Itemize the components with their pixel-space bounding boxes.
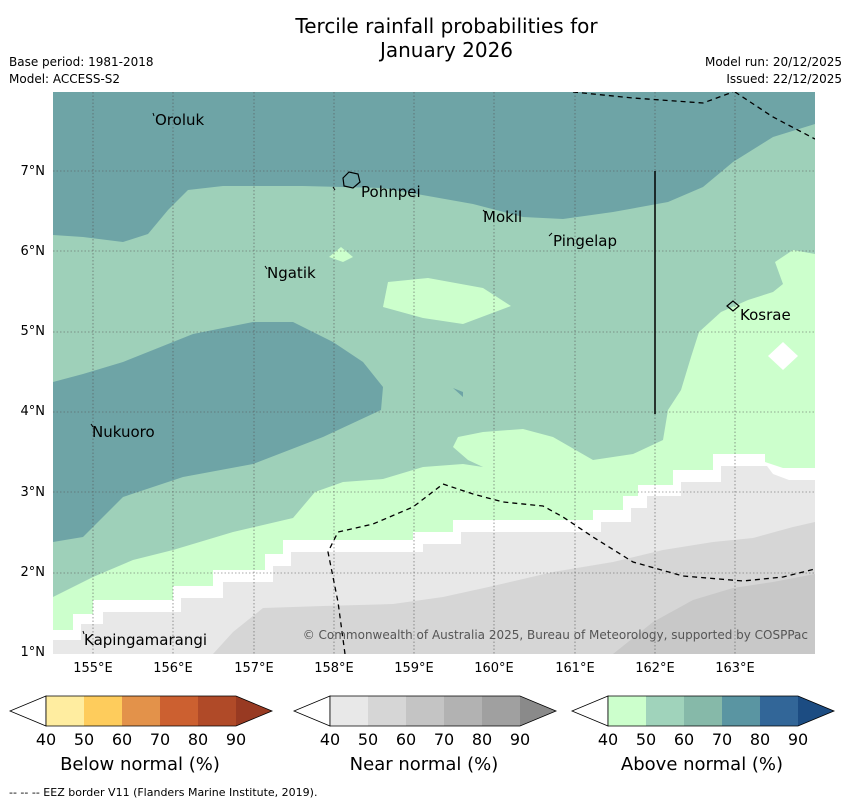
below-tick: 70 bbox=[149, 730, 171, 749]
place-mokil: Mokil bbox=[483, 208, 523, 226]
above-swatch-80 bbox=[722, 696, 760, 726]
lon-label-158e: 158°E bbox=[314, 661, 354, 676]
lat-label-7n: 7°N bbox=[20, 164, 46, 179]
meta-left: Base period: 1981-2018 Model: ACCESS-S2 bbox=[9, 54, 154, 88]
near-60-region bbox=[613, 574, 815, 654]
above-swatch-90 bbox=[760, 696, 798, 726]
title-line-2: January 2026 bbox=[379, 38, 514, 62]
place-kosrae: Kosrae bbox=[740, 306, 791, 324]
title-line-1: Tercile rainfall probabilities for bbox=[295, 14, 598, 38]
lat-label-5n: 5°N bbox=[20, 324, 46, 339]
near-swatch-60 bbox=[368, 696, 406, 726]
near-swatch-70 bbox=[406, 696, 444, 726]
below-normal-title: Below normal (%) bbox=[60, 754, 220, 775]
place-nukuoro: Nukuoro bbox=[92, 423, 155, 441]
map-canvas[interactable] bbox=[53, 92, 815, 654]
place-kapingamarangi: Kapingamarangi bbox=[84, 631, 208, 649]
lat-label-4n: 4°N bbox=[20, 404, 46, 419]
below-swatch-60 bbox=[84, 696, 122, 726]
model-run: Model run: 20/12/2025 bbox=[704, 55, 842, 69]
lon-label-157e: 157°E bbox=[234, 661, 274, 676]
below-swatch-50 bbox=[46, 696, 84, 726]
place-ngatik: Ngatik bbox=[267, 264, 316, 282]
lon-label-162e: 162°E bbox=[635, 661, 675, 676]
lon-label-163e: 163°E bbox=[715, 661, 755, 676]
eez-border bbox=[327, 92, 815, 654]
below-tick: 60 bbox=[111, 730, 133, 749]
undefined-cell bbox=[768, 342, 798, 370]
lon-label-155e: 155°E bbox=[73, 661, 113, 676]
model-name: Model: ACCESS-S2 bbox=[9, 72, 121, 86]
near-swatch-over bbox=[520, 696, 556, 726]
below-tick: 40 bbox=[35, 730, 57, 749]
lon-label-159e: 159°E bbox=[394, 661, 434, 676]
near-tick: 90 bbox=[509, 730, 531, 749]
below-tick: 50 bbox=[73, 730, 95, 749]
colorbar-near bbox=[292, 695, 558, 727]
above-tick: 90 bbox=[787, 730, 809, 749]
above-swatch-50 bbox=[608, 696, 646, 726]
near-swatch-50 bbox=[330, 696, 368, 726]
lat-label-6n: 6°N bbox=[20, 244, 46, 259]
meta-right: Model run: 20/12/2025 Issued: 22/12/2025 bbox=[705, 54, 842, 88]
map-title: Tercile rainfall probabilities for Janua… bbox=[0, 14, 850, 62]
place-pohnpei: Pohnpei bbox=[361, 183, 421, 201]
below-swatch-90 bbox=[198, 696, 236, 726]
pohnpei-islet bbox=[332, 186, 336, 191]
near-swatch-80 bbox=[444, 696, 482, 726]
above-60-dot bbox=[453, 388, 463, 397]
below-swatch-80 bbox=[160, 696, 198, 726]
near-swatch-90 bbox=[482, 696, 520, 726]
above-swatch-60 bbox=[646, 696, 684, 726]
above-tick: 60 bbox=[673, 730, 695, 749]
above-tick: 70 bbox=[711, 730, 733, 749]
above-40-patch bbox=[383, 278, 511, 324]
eez-legend-note: -- -- -- EEZ border V11 (Flanders Marine… bbox=[9, 786, 318, 799]
below-tick: 90 bbox=[225, 730, 247, 749]
below-tick: 80 bbox=[187, 730, 209, 749]
above-40-patch-small bbox=[329, 247, 353, 262]
lat-label-3n: 3°N bbox=[20, 485, 46, 500]
above-swatch-70 bbox=[684, 696, 722, 726]
above-normal-title: Above normal (%) bbox=[620, 754, 784, 775]
below-swatch-over bbox=[236, 696, 272, 726]
near-tick: 70 bbox=[433, 730, 455, 749]
colorbar-above bbox=[570, 695, 836, 727]
copyright-notice: © Commonwealth of Australia 2025, Bureau… bbox=[302, 628, 808, 642]
near-tick: 60 bbox=[395, 730, 417, 749]
atoll-markers bbox=[82, 112, 553, 635]
kosrae-island bbox=[726, 300, 740, 312]
lon-label-161e: 161°E bbox=[555, 661, 595, 676]
lat-label-2n: 2°N bbox=[20, 565, 46, 580]
above-tick: 40 bbox=[597, 730, 619, 749]
place-pingelap: Pingelap bbox=[553, 232, 618, 250]
colorbar-below bbox=[8, 695, 274, 727]
pohnpei-island bbox=[342, 171, 361, 189]
place-oroluk: Oroluk bbox=[155, 111, 205, 129]
above-tick: 50 bbox=[635, 730, 657, 749]
near-tick: 40 bbox=[319, 730, 341, 749]
above-swatch-over bbox=[798, 696, 834, 726]
base-period: Base period: 1981-2018 bbox=[9, 55, 154, 69]
near-tick: 80 bbox=[471, 730, 493, 749]
near-normal-title: Near normal (%) bbox=[349, 754, 499, 775]
lat-label-1n: 1°N bbox=[20, 645, 46, 660]
lon-label-156e: 156°E bbox=[153, 661, 193, 676]
above-60-region bbox=[53, 322, 383, 542]
issued-date: Issued: 22/12/2025 bbox=[726, 72, 842, 86]
near-tick: 50 bbox=[357, 730, 379, 749]
lon-label-160e: 160°E bbox=[474, 661, 514, 676]
below-swatch-70 bbox=[122, 696, 160, 726]
above-tick: 80 bbox=[749, 730, 771, 749]
